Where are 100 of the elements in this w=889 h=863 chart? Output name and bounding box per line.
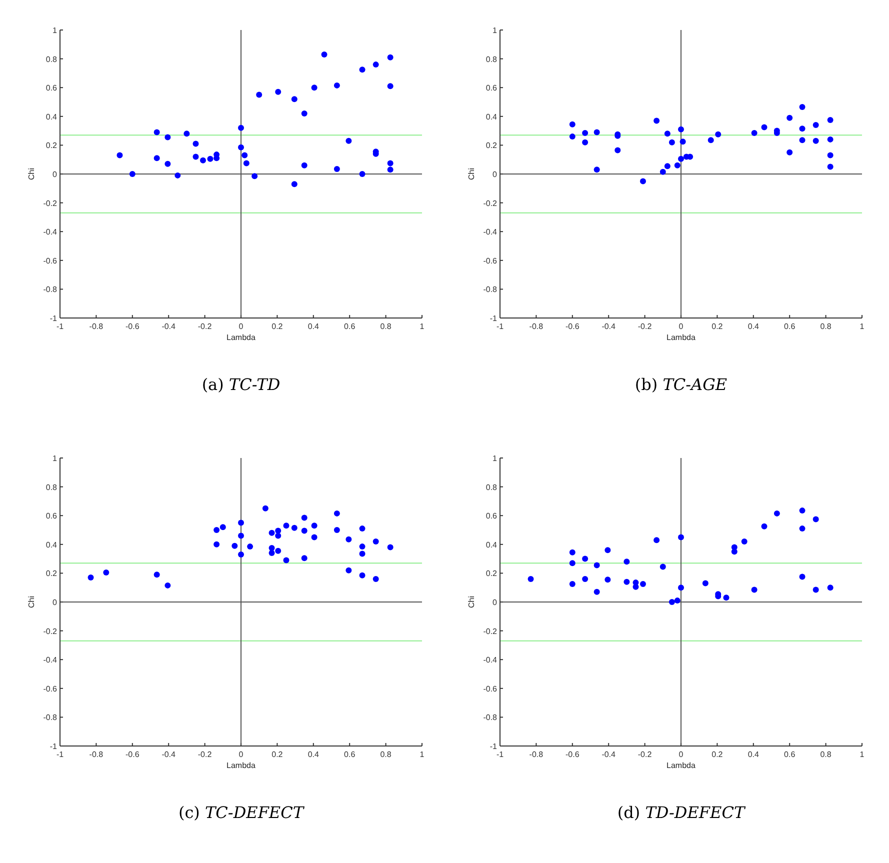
x-tick-label: -0.4: [602, 322, 616, 331]
text: (b) TC-AGE: [634, 375, 728, 394]
x-tick-label: 0.4: [748, 750, 760, 759]
point: [569, 549, 576, 556]
y-axis-title: Chi: [467, 596, 476, 608]
y-axis-title: Chi: [467, 168, 476, 180]
point: [594, 562, 600, 568]
point: [301, 514, 308, 521]
point: [301, 555, 308, 562]
point: [243, 160, 250, 166]
x-tick-label: 0.4: [748, 322, 760, 331]
point: [334, 82, 340, 88]
point: [242, 152, 248, 158]
y-tick-label: -0.2: [483, 198, 498, 208]
point: [678, 156, 684, 162]
point: [275, 548, 282, 554]
x-tick-label: 0.8: [820, 750, 832, 759]
x-tick-label: -0.8: [529, 322, 544, 331]
point: [372, 576, 379, 582]
point: [654, 537, 660, 544]
point: [668, 599, 675, 605]
point: [192, 140, 199, 147]
point: [387, 544, 394, 550]
point: [786, 114, 793, 121]
point: [275, 528, 282, 534]
point: [291, 181, 298, 188]
point: [275, 532, 282, 539]
point: [387, 166, 394, 173]
y-tick-label: 0.8: [46, 54, 58, 64]
y-tick-label: 0: [52, 598, 58, 607]
point: [200, 157, 206, 164]
x-tick-label: -0.8: [89, 750, 104, 759]
x-tick-label: 0.4: [308, 322, 320, 331]
point: [660, 564, 666, 570]
point: [660, 168, 666, 175]
point: [301, 110, 308, 117]
x-axis-title: Lambda: [666, 761, 696, 770]
point: [668, 139, 675, 146]
x-tick-label: 0.8: [820, 322, 832, 331]
x-tick-label: 0.4: [308, 750, 320, 759]
point: [761, 523, 768, 530]
x-tick-label: 0.6: [344, 322, 356, 331]
point: [569, 581, 576, 587]
x-tick-label: -0.8: [89, 322, 104, 331]
point: [528, 576, 534, 582]
text: (a) TC-TD: [202, 375, 280, 394]
point: [164, 582, 171, 588]
x-tick-label: -0.4: [162, 750, 176, 759]
x-tick-label: -0.6: [566, 750, 580, 759]
x-tick-label: 0: [678, 322, 684, 331]
x-tick-label: 0.6: [784, 322, 796, 331]
y-tick-label: -0.8: [483, 713, 498, 722]
point: [664, 163, 670, 170]
y-tick-label: 0.2: [486, 569, 498, 578]
point: [301, 528, 308, 534]
point: [786, 149, 793, 156]
point: [334, 510, 340, 516]
point: [238, 124, 244, 131]
point: [154, 155, 160, 162]
point: [252, 173, 258, 180]
point: [387, 83, 394, 90]
point: [311, 522, 318, 529]
point: [334, 166, 340, 172]
point: [731, 548, 738, 555]
point: [604, 547, 611, 554]
point: [640, 581, 646, 587]
point: [154, 129, 160, 136]
y-tick-label: -1: [490, 742, 498, 751]
y-tick-label: -0.6: [483, 256, 498, 266]
point: [741, 538, 748, 545]
y-tick-label: -0.2: [43, 626, 58, 636]
point: [238, 520, 244, 526]
point: [214, 541, 220, 548]
point: [164, 160, 171, 167]
x-tick-label: 0.6: [784, 750, 796, 759]
y-tick-label: -1: [490, 314, 498, 323]
point: [799, 574, 806, 580]
point: [799, 126, 806, 132]
point: [214, 527, 220, 533]
y-axis-title: Chi: [27, 596, 36, 608]
point: [812, 586, 819, 593]
point: [334, 527, 340, 533]
x-tick-label: 0.8: [380, 750, 392, 759]
point: [116, 152, 123, 158]
point: [799, 508, 806, 514]
point: [359, 572, 366, 578]
x-axis-title: Lambda: [226, 333, 256, 342]
x-tick-label: 1: [860, 750, 865, 759]
y-tick-label: -0.4: [43, 656, 58, 665]
point: [827, 152, 834, 158]
point: [359, 544, 366, 550]
point: [268, 530, 275, 536]
y-tick-label: 0.4: [46, 112, 58, 122]
point: [582, 130, 588, 136]
point: [291, 96, 298, 102]
x-axis-title: Lambda: [666, 333, 696, 342]
y-tick-label: 0.6: [46, 512, 58, 521]
text: (c) TC-DEFECT: [178, 803, 305, 822]
x-tick-label: 0: [238, 322, 244, 331]
point: [715, 131, 722, 138]
